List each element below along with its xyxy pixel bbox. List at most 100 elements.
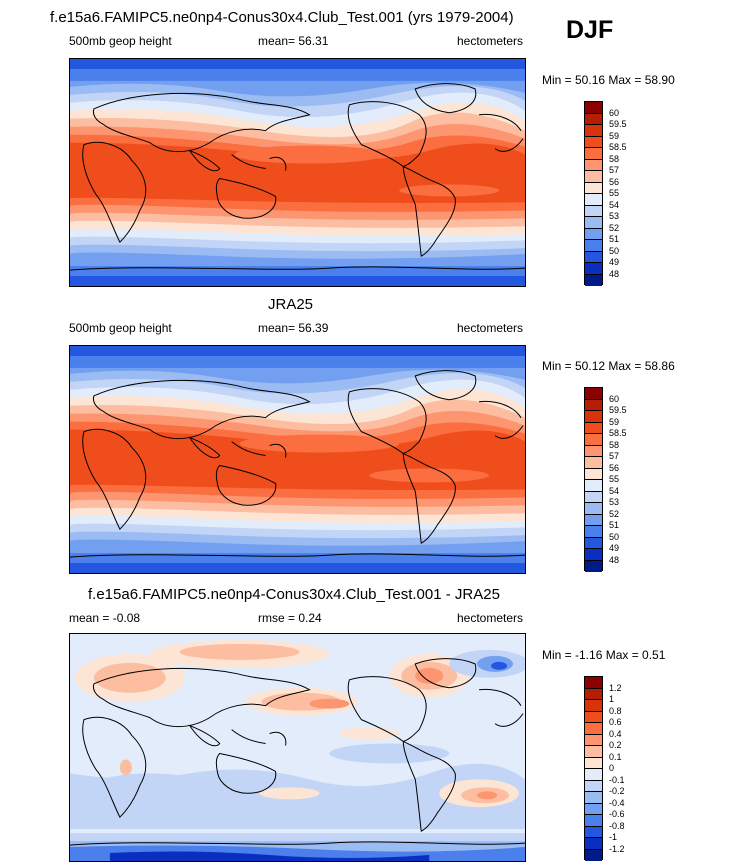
panel-2-colorbar-swatch [585, 560, 602, 572]
panel-2-colorbar-swatch [585, 457, 602, 469]
panel-2-colorbar-swatch [585, 399, 602, 411]
panel-3-rmse: rmse = 0.24 [258, 611, 322, 625]
panel-2-colorbar-tick: 58.5 [609, 428, 627, 438]
panel-1-colorbar-swatch [585, 251, 602, 263]
panel-3-colorbar-tick: 0.2 [609, 740, 622, 750]
panel-1-colorbar-swatch [585, 148, 602, 160]
panel-2-colorbar-swatch [585, 503, 602, 515]
panel-1-colorbar-tick: 59.5 [609, 119, 627, 129]
panel-2-colorbar-swatch [585, 388, 602, 400]
panel-1-colorbar-swatch [585, 102, 602, 114]
panel-2-mean: mean= 56.39 [258, 321, 329, 335]
panel-1-colorbar-tick: 52 [609, 222, 620, 233]
panel-1-colorbar-tick: 54 [609, 199, 620, 210]
panel-2-colorbar-swatch [585, 537, 602, 549]
panel-1-colorbar-tick: 51 [609, 234, 620, 244]
panel-1-colorbar-swatch [585, 240, 602, 252]
panel-2-colorbar-swatch [585, 411, 602, 423]
panel-2-colorbar-tick: 60 [609, 393, 620, 404]
panel-3-colorbar-swatch [585, 780, 602, 792]
panel-2-colorbar-tick: 50 [609, 531, 620, 542]
panel-2-colorbar-tick: 55 [609, 474, 620, 484]
panel-2-colorbar-swatch [585, 445, 602, 457]
panel-2-colorbar-tick: 54 [609, 485, 620, 496]
panel-1-colorbar-tick: 58 [609, 153, 620, 164]
panel-3-colorbar [584, 676, 603, 861]
panel-3-colorbar-tick: -0.2 [609, 786, 625, 796]
panel-1-colorbar-swatch [585, 125, 602, 137]
panel-1-colorbar-swatch [585, 217, 602, 229]
panel-3-colorbar-swatch [585, 803, 602, 815]
panel-2-map [69, 345, 526, 574]
panel-2-title: JRA25 [268, 296, 314, 313]
panel-2-colorbar-tick: 56 [609, 462, 620, 473]
panel-2-colorbar-swatch [585, 468, 602, 480]
panel-3-minmax: Min = -1.16 Max = 0.51 [542, 648, 666, 662]
panel-2-colorbar-tick: 58 [609, 439, 620, 450]
panel-3-colorbar-swatch [585, 711, 602, 723]
panel-1-colorbar-tick: 57 [609, 165, 620, 175]
panel-3-units: hectometers [457, 611, 524, 625]
panel-3-colorbar-swatch [585, 757, 602, 769]
panel-1-colorbar-swatch [585, 263, 602, 275]
panel-1-variable: 500mb geop height [69, 34, 172, 48]
panel-2-colorbar [584, 387, 603, 572]
panel-2-colorbar-swatch [585, 491, 602, 503]
panel-3-colorbar-swatch [585, 849, 602, 861]
panel-3-colorbar-swatch [585, 746, 602, 758]
panel-3-title: f.e15a6.FAMIPC5.ne0np4-Conus30x4.Club_Te… [88, 586, 500, 603]
panel-2-colorbar-swatch [585, 549, 602, 561]
panel-1-colorbar-swatch [585, 274, 602, 286]
panel-2-variable: 500mb geop height [69, 321, 172, 335]
panel-1-colorbar-swatch [585, 171, 602, 183]
panel-1-colorbar [584, 101, 603, 286]
panel-3-colorbar-tick: -1.2 [609, 843, 625, 854]
panel-1-colorbar-tick: 48 [609, 268, 620, 279]
panel-1-colorbar-swatch [585, 136, 602, 148]
panel-3-colorbar-swatch [585, 838, 602, 850]
panel-3-colorbar-tick: 0.1 [609, 751, 622, 762]
panel-3-map-field [70, 634, 525, 861]
panel-2-colorbar-swatch [585, 422, 602, 434]
panel-2-colorbar-tick: 59 [609, 416, 620, 427]
panel-2-colorbar-tick: 57 [609, 451, 620, 461]
panel-1-colorbar-tick: 59 [609, 130, 620, 141]
panel-1-colorbar-swatch [585, 228, 602, 240]
panel-2-colorbar-tick: 52 [609, 508, 620, 519]
panel-3-colorbar-swatch [585, 700, 602, 712]
panel-3-colorbar-tick: 0 [609, 763, 615, 773]
panel-2-units: hectometers [457, 321, 524, 335]
panel-3-colorbar-tick: -0.4 [609, 797, 625, 808]
panel-3-colorbar-tick: -0.1 [609, 774, 625, 785]
panel-1-colorbar-tick: 60 [609, 107, 620, 118]
panel-1-colorbar-swatch [585, 159, 602, 171]
panel-2-colorbar-swatch [585, 480, 602, 492]
panel-1-colorbar-swatch [585, 205, 602, 217]
panel-1-colorbar-tick: 56 [609, 176, 620, 187]
panel-2-colorbar-tick: 53 [609, 497, 620, 507]
panel-1-colorbar-swatch [585, 194, 602, 206]
panel-1-colorbar-swatch [585, 113, 602, 125]
panel-1-colorbar-tick: 53 [609, 211, 620, 221]
panel-1-minmax: Min = 50.16 Max = 58.90 [542, 73, 675, 87]
panel-1-mean: mean= 56.31 [258, 34, 329, 48]
panel-3-colorbar-tick: 1.2 [609, 682, 622, 693]
panel-3-colorbar-swatch [585, 826, 602, 838]
figure-title: f.e15a6.FAMIPC5.ne0np4-Conus30x4.Club_Te… [50, 9, 514, 26]
panel-3-colorbar-swatch [585, 769, 602, 781]
panel-3-mean: mean = -0.08 [69, 611, 141, 625]
panel-3-colorbar-swatch [585, 688, 602, 700]
panel-1-colorbar-tick: 58.5 [609, 142, 627, 152]
panel-3-colorbar-swatch [585, 815, 602, 827]
panel-3-colorbar-tick: -1 [609, 832, 618, 842]
panel-2-colorbar-swatch [585, 434, 602, 446]
panel-3-colorbar-tick: 0.6 [609, 717, 622, 727]
panel-1-colorbar-tick: 49 [609, 257, 620, 267]
panel-3-map [69, 633, 526, 862]
panel-1-map [69, 58, 526, 287]
panel-1-colorbar-tick: 50 [609, 245, 620, 256]
panel-1-units: hectometers [457, 34, 524, 48]
panel-3-colorbar-swatch [585, 792, 602, 804]
panel-2-colorbar-tick: 59.5 [609, 405, 627, 415]
panel-3-colorbar-swatch [585, 734, 602, 746]
